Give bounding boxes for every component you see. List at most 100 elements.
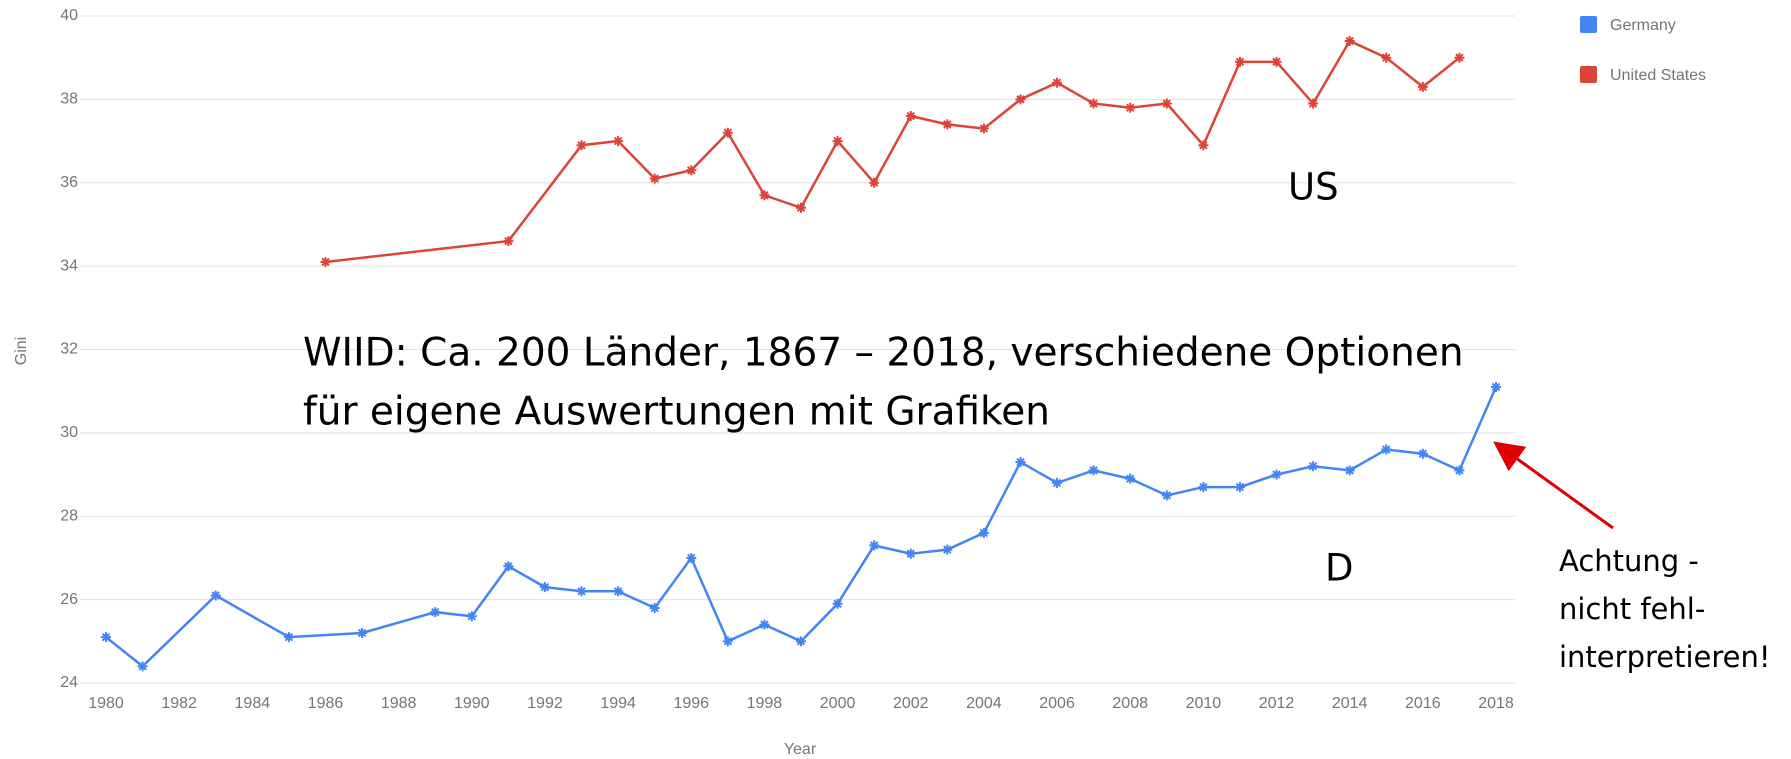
data-point xyxy=(1271,56,1282,67)
data-point xyxy=(1381,52,1392,63)
legend-swatch xyxy=(1580,66,1597,83)
x-tick-label: 2000 xyxy=(820,695,856,712)
x-tick-label: 1984 xyxy=(235,695,271,712)
x-tick-label: 1990 xyxy=(454,695,490,712)
data-point xyxy=(576,586,587,597)
data-point xyxy=(613,586,624,597)
data-point xyxy=(1234,56,1245,67)
data-point xyxy=(869,540,880,551)
legend-label: United States xyxy=(1610,67,1706,84)
data-point xyxy=(1125,473,1136,484)
data-point xyxy=(1015,94,1026,105)
data-point xyxy=(101,632,111,643)
data-point xyxy=(686,552,697,563)
data-point xyxy=(1088,465,1099,476)
data-point xyxy=(1417,448,1428,459)
x-tick-label: 1998 xyxy=(747,695,783,712)
data-point xyxy=(1417,81,1428,92)
annotation: Achtung - xyxy=(1559,544,1699,578)
data-point xyxy=(576,140,587,151)
data-point xyxy=(978,527,989,538)
x-tick-label: 1982 xyxy=(161,695,197,712)
x-tick-label: 2018 xyxy=(1478,695,1514,712)
data-point xyxy=(1271,469,1282,480)
data-point xyxy=(796,202,806,213)
annotation: nicht fehl- xyxy=(1559,592,1705,626)
y-tick-label: 38 xyxy=(60,91,78,108)
y-axis-label: Gini xyxy=(13,337,30,365)
y-tick-label: 32 xyxy=(60,341,78,358)
y-tick-label: 24 xyxy=(60,674,78,691)
series-line xyxy=(325,39,1461,264)
y-tick-label: 40 xyxy=(60,7,78,24)
y-tick-label: 30 xyxy=(60,424,78,441)
data-point xyxy=(1015,457,1026,468)
x-tick-label: 2004 xyxy=(966,695,1002,712)
y-tick-label: 28 xyxy=(60,507,78,524)
x-tick-label: 2006 xyxy=(1039,695,1075,712)
x-tick-label: 1986 xyxy=(308,695,344,712)
data-point xyxy=(613,136,624,147)
data-point xyxy=(759,619,770,630)
x-tick-label: 1996 xyxy=(673,695,709,712)
data-point xyxy=(1491,382,1501,393)
data-point xyxy=(1454,465,1465,476)
data-point xyxy=(503,236,514,247)
data-point xyxy=(357,627,368,638)
data-point xyxy=(539,582,550,593)
x-tick-label: 2010 xyxy=(1186,695,1222,712)
x-tick-label: 2002 xyxy=(893,695,929,712)
data-point xyxy=(1198,140,1209,151)
data-point xyxy=(1234,482,1245,493)
data-point xyxy=(869,177,880,188)
x-tick-label: 2008 xyxy=(1112,695,1148,712)
data-point xyxy=(1088,98,1099,109)
data-point xyxy=(649,173,660,184)
x-tick-label: 1988 xyxy=(381,695,417,712)
data-point xyxy=(1052,77,1063,88)
data-point xyxy=(796,636,806,647)
data-point xyxy=(1052,477,1063,488)
annotation-arrow xyxy=(1493,441,1614,530)
x-tick-label: 2016 xyxy=(1405,695,1441,712)
data-point xyxy=(466,611,477,622)
data-point xyxy=(1344,36,1355,47)
data-point xyxy=(686,165,697,176)
data-point xyxy=(722,636,733,647)
data-point xyxy=(1381,444,1392,455)
data-point xyxy=(1125,102,1136,113)
x-tick-label: 1980 xyxy=(88,695,124,712)
annotation: D xyxy=(1325,547,1354,590)
y-tick-label: 36 xyxy=(60,174,78,191)
data-point xyxy=(1308,98,1319,109)
x-tick-label: 1992 xyxy=(527,695,563,712)
data-point xyxy=(1308,461,1319,472)
data-point xyxy=(210,590,221,601)
data-point xyxy=(430,607,441,618)
data-point xyxy=(722,127,733,138)
annotation: interpretieren! xyxy=(1559,640,1771,674)
x-tick-label: 1994 xyxy=(600,695,636,712)
data-point xyxy=(1161,98,1172,109)
data-point xyxy=(1198,482,1209,493)
legend-label: Germany xyxy=(1610,17,1676,34)
data-point xyxy=(832,598,843,609)
data-point xyxy=(503,561,514,572)
data-point xyxy=(1161,490,1172,501)
x-tick-label: 2012 xyxy=(1259,695,1295,712)
data-point xyxy=(283,632,294,643)
y-tick-label: 26 xyxy=(60,591,78,608)
annotation: US xyxy=(1288,166,1339,209)
data-point xyxy=(905,548,916,559)
x-tick-label: 2014 xyxy=(1332,695,1368,712)
x-axis-label: Year xyxy=(784,741,817,758)
annotation: WIID: Ca. 200 Länder, 1867 – 2018, versc… xyxy=(303,331,1464,376)
data-point xyxy=(1454,52,1465,63)
data-point xyxy=(759,190,770,201)
y-tick-label: 34 xyxy=(60,257,78,274)
legend-swatch xyxy=(1580,16,1597,33)
data-point xyxy=(1344,465,1355,476)
annotation: für eigene Auswertungen mit Grafiken xyxy=(303,390,1050,435)
data-point xyxy=(137,661,148,672)
